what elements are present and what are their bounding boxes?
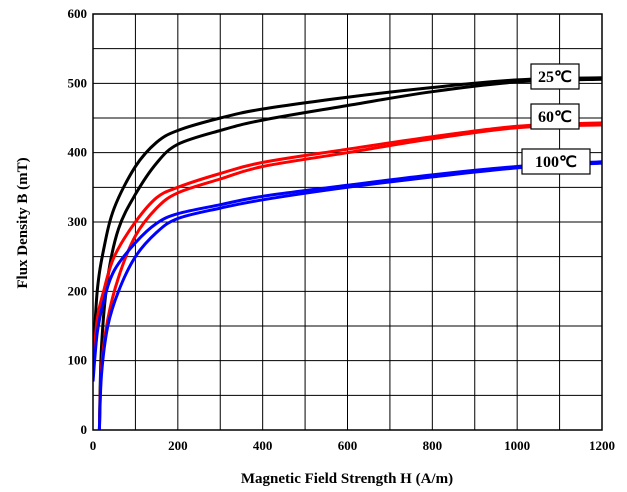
x-tick-label: 600 bbox=[338, 438, 358, 453]
series-2 bbox=[93, 160, 602, 430]
y-tick-label: 100 bbox=[68, 353, 88, 368]
x-tick-label: 0 bbox=[90, 438, 97, 453]
series-label-1: 60℃ bbox=[530, 103, 580, 130]
curve-upper-1 bbox=[93, 121, 602, 368]
series-label-box bbox=[530, 103, 580, 130]
series-label-2: 100℃ bbox=[521, 148, 591, 175]
series-label-box bbox=[521, 148, 591, 175]
plot-frame bbox=[92, 13, 603, 431]
y-axis-title: Flux Density B (mT) bbox=[15, 157, 31, 288]
plot-border bbox=[92, 13, 603, 431]
tick-labels: 0 200 400 600 800 1000 1200 0 100 200 300 400 500 600 bbox=[68, 6, 616, 453]
x-tick-label: 200 bbox=[168, 438, 188, 453]
x-tick-label: 1200 bbox=[589, 438, 615, 453]
series-label-text: 60℃ bbox=[538, 109, 572, 126]
x-tick-label: 800 bbox=[423, 438, 443, 453]
y-tick-label: 300 bbox=[68, 214, 88, 229]
curve-upper-0 bbox=[93, 76, 602, 361]
curve-upper-2 bbox=[93, 160, 602, 382]
series-1 bbox=[93, 121, 602, 430]
series-label-box bbox=[530, 63, 580, 90]
series-label-text: 100℃ bbox=[535, 154, 577, 171]
y-tick-label: 500 bbox=[68, 75, 88, 90]
series-label-0: 25℃ bbox=[530, 63, 580, 90]
curve-lower-1 bbox=[97, 123, 602, 430]
y-tick-label: 0 bbox=[81, 422, 88, 437]
curve-lower-2 bbox=[97, 161, 602, 430]
y-tick-label: 400 bbox=[68, 145, 88, 160]
series-label-text: 25℃ bbox=[538, 69, 572, 86]
y-tick-label: 200 bbox=[68, 283, 88, 298]
series-labels: 25℃ 60℃ 100℃ bbox=[521, 63, 591, 175]
x-tick-label: 1000 bbox=[504, 438, 530, 453]
x-tick-label: 400 bbox=[253, 438, 273, 453]
y-tick-label: 600 bbox=[68, 6, 88, 21]
x-axis-title: Magnetic Field Strength H (A/m) bbox=[241, 471, 453, 487]
series-lines bbox=[93, 76, 602, 430]
